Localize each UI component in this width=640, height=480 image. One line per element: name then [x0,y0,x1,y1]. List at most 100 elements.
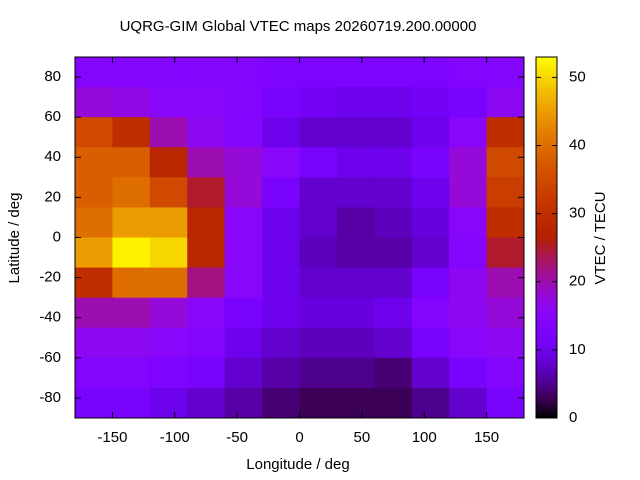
colorbar-label: VTEC / TECU [592,191,609,284]
heatmap-cell [224,57,263,88]
heatmap-cell [374,297,413,329]
y-tick-label: -80 [39,389,61,406]
heatmap-cell [149,357,188,389]
heatmap-cell [449,237,488,269]
heatmap-cell [336,207,375,238]
heatmap-cell [299,297,338,329]
chart-title: UQRG-GIM Global VTEC maps 20260719.200.0… [120,18,477,35]
heatmap-cell [486,387,525,419]
heatmap-cell [187,297,226,329]
heatmap-cell [336,267,375,299]
heatmap-cell [336,87,375,118]
heatmap-cell [262,327,300,359]
heatmap-cell [75,147,113,178]
heatmap-cell [149,297,188,329]
heatmap-cell [374,267,413,299]
heatmap-cell [262,177,300,208]
heatmap-cell [486,357,525,389]
heatmap-cell [75,327,113,359]
x-tick-label: 0 [295,429,303,446]
y-tick-label: 0 [53,228,61,245]
heatmap-cell [449,207,488,238]
y-tick-label: 60 [44,108,61,125]
y-tick-label: 80 [44,68,61,85]
heatmap-cell [374,357,413,389]
heatmap-cell [112,207,151,238]
heatmap-cell [262,117,300,148]
colorbar-tick-label: 40 [569,137,586,154]
heatmap-cell [75,117,113,148]
heatmap-cell [149,267,188,299]
heatmap-cell [299,117,338,148]
y-axis-label: Latitude / deg [6,193,23,284]
heatmap-cell [449,117,488,148]
x-tick-label: -50 [226,429,248,446]
heatmap-cell [187,117,226,148]
heatmap-cell [224,147,263,178]
heatmap-cell [262,297,300,329]
heatmap-cell [224,207,263,238]
heatmap-cell [449,267,488,299]
heatmap-cell [112,57,151,88]
heatmap-cell [299,327,338,359]
heatmap-cell [149,387,188,419]
colorbar-tick-label: 20 [569,273,586,290]
heatmap-cell [299,207,338,238]
heatmap-cell [336,297,375,329]
y-tick-label: -60 [39,349,61,366]
heatmap-cell [374,237,413,269]
heatmap-cell [336,57,375,88]
heatmap-cell [411,147,450,178]
y-tick-label: -40 [39,309,61,326]
heatmap-cell [411,267,450,299]
heatmap-cell [411,177,450,208]
x-tick-label: -150 [97,429,127,446]
heatmap-cell [486,57,525,88]
heatmap-cell [262,207,300,238]
heatmap-cell [299,357,338,389]
heatmap-cell [75,357,113,389]
heatmap-cell [299,147,338,178]
heatmap-cell [149,57,188,88]
heatmap-cell [449,387,488,419]
heatmap-cell [449,147,488,178]
heatmap-cell [486,87,525,118]
heatmap-cell [149,207,188,238]
heatmap-cell [224,297,263,329]
heatmap-cell [187,147,226,178]
x-tick-label: -100 [160,429,190,446]
heatmap-cell [75,207,113,238]
colorbar [535,56,558,419]
heatmap-cell [374,57,413,88]
heatmap-cell [149,237,188,269]
heatmap-cell [411,357,450,389]
heatmap-cell [374,87,413,118]
heatmap-cell [75,237,113,269]
heatmap-cell [299,57,338,88]
colorbar-tick-label: 50 [569,68,586,85]
heatmap-cell [336,237,375,269]
heatmap-cell [149,87,188,118]
heatmap-cell [411,57,450,88]
heatmap-cell [187,207,226,238]
heatmap-cell [486,177,525,208]
heatmap-cell [374,327,413,359]
heatmap-cell [262,237,300,269]
heatmap-cell [374,207,413,238]
heatmap-cell [149,147,188,178]
heatmap-cell [224,387,263,419]
heatmap-cell [299,177,338,208]
heatmap-cell [299,87,338,118]
heatmap-cell [486,237,525,269]
heatmap-cell [112,87,151,118]
heatmap-cell [336,387,375,419]
heatmap-cell [187,177,226,208]
heatmap-cell [486,327,525,359]
heatmap-cell [449,297,488,329]
heatmap-cell [187,357,226,389]
heatmap-cell [75,267,113,299]
heatmap-cell [112,267,151,299]
heatmap-cell [299,237,338,269]
heatmap-cell [112,387,151,419]
